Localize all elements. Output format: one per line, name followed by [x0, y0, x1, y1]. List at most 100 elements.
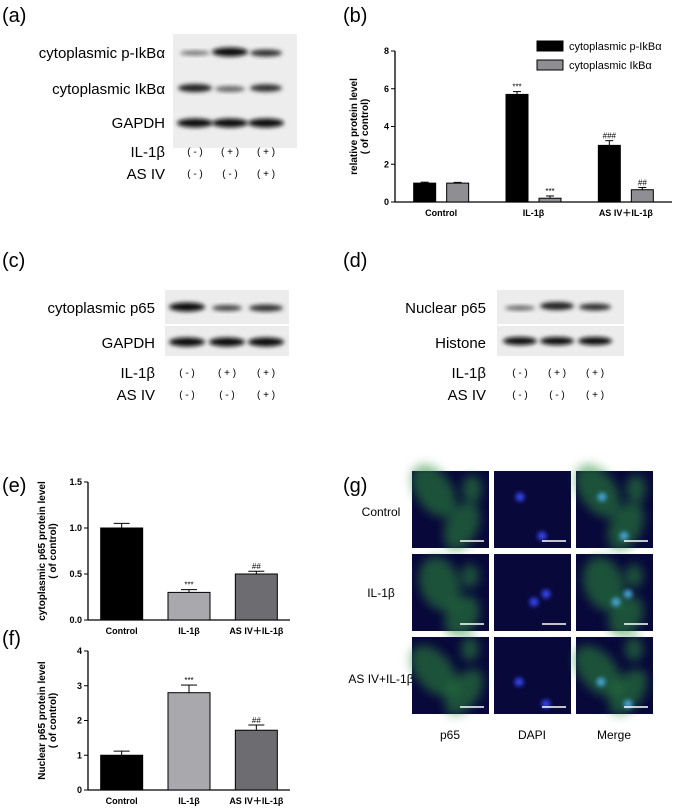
fluorescent-cell [608, 669, 648, 715]
panel-label-a: (a) [2, 5, 26, 27]
fluorescent-cell [626, 475, 646, 503]
nucleus [597, 492, 607, 502]
blot-d-condition: ( - ) [549, 390, 565, 401]
significance-mark: ### [603, 132, 617, 141]
nucleus [611, 597, 621, 607]
y-tick-label: 0 [384, 197, 389, 207]
bar [234, 729, 278, 791]
nucleus [623, 589, 633, 599]
nucleus [596, 677, 606, 687]
panel-label-b: (b) [343, 5, 367, 27]
microscopy-tile [494, 471, 571, 548]
nucleus [619, 531, 629, 541]
blot-band [212, 305, 242, 311]
blot-c-treatment-label: IL-1β [121, 365, 156, 382]
blot-band [503, 337, 537, 345]
blot-band [169, 302, 205, 312]
y-tick-label: 4 [77, 646, 82, 656]
y-tick-label: 2 [384, 159, 389, 169]
chart-b: 0 2 4 6 8 relative protein level( of control)… [349, 40, 672, 218]
blot-c-treatment-label: AS IV [117, 387, 155, 404]
blot-band [579, 303, 611, 311]
blot-d-treatment-label: IL-1β [452, 365, 487, 382]
y-axis-title: ( of control) [360, 99, 371, 155]
bar [234, 573, 278, 621]
blot-c-condition: ( + ) [257, 390, 275, 401]
y-axis-title: cytoplasmic p65 protein level [37, 481, 48, 621]
bar [100, 754, 144, 791]
microscopy-col-label: DAPI [518, 728, 546, 742]
panel-label-g: (g) [343, 475, 367, 497]
blot-band [215, 86, 245, 92]
blot-band [212, 47, 248, 57]
fluorescent-cell [462, 475, 482, 503]
blot-c-condition: ( - ) [179, 390, 195, 401]
bar [630, 189, 654, 203]
blot-c-row-label: cytoplasmic p65 [47, 300, 155, 317]
x-category-label: IL-1β [523, 208, 545, 218]
blot-a-treatment-label: AS IV [127, 166, 165, 183]
blot-a-condition: ( + ) [257, 169, 275, 180]
blot-band [169, 337, 205, 347]
nucleus [529, 597, 539, 607]
fluorescent-cell [575, 464, 621, 518]
panel-label-d: (d) [343, 250, 367, 272]
blot-d-condition: ( + ) [586, 368, 604, 379]
x-category-label: AS IV＋IL-1β [599, 208, 654, 218]
blot-a-condition: ( - ) [187, 147, 203, 158]
blot-band [209, 337, 245, 347]
blot-a-row-label: GAPDH [112, 115, 165, 132]
blot-band [540, 337, 574, 345]
nucleus [541, 589, 551, 599]
blot-d-treatment-label: AS IV [448, 387, 486, 404]
microscopy-col-label: Merge [597, 728, 631, 742]
fluorescent-cell [411, 464, 457, 518]
legend-swatch [536, 59, 564, 71]
y-axis-title: ( of control) [48, 523, 59, 579]
blot-a-row-label: cytoplasmic IkBα [52, 81, 165, 98]
microscopy-tile [494, 554, 571, 631]
blot-band [177, 118, 213, 128]
y-tick-label: 1 [77, 750, 82, 760]
blot-d-condition: ( + ) [586, 390, 604, 401]
fluorescent-cell [625, 564, 643, 588]
bar [413, 182, 437, 203]
x-category-label: Control [425, 208, 457, 218]
bar [538, 197, 562, 203]
blot-a-treatment-label: IL-1β [131, 144, 166, 161]
fluorescent-cell [607, 501, 645, 551]
blot-a-condition: ( - ) [222, 169, 238, 180]
fluorescent-cell [574, 645, 622, 697]
significance-mark: *** [184, 581, 193, 590]
y-tick-label: 2 [77, 716, 82, 726]
fluorescent-cell [410, 645, 458, 697]
blot-a-condition: ( + ) [221, 147, 239, 158]
significance-mark: *** [512, 83, 521, 92]
microscopy-col-label: p65 [440, 728, 460, 742]
blot-band [248, 118, 284, 128]
fluorescent-cell [443, 501, 481, 551]
y-tick-label: 8 [384, 46, 389, 56]
chart-f: 0 1 2 3 4 Nuclear p65 protein level( of contr… [37, 646, 290, 806]
blot-a-condition: ( + ) [257, 147, 275, 158]
x-category-label: AS IV＋IL-1β [229, 626, 284, 636]
microscopy-row-label: Control [362, 505, 401, 519]
panel-label-c: (c) [2, 250, 25, 272]
blot-band [250, 49, 282, 57]
blot-c-condition: ( - ) [179, 368, 195, 379]
blot-c-row-label: GAPDH [102, 335, 155, 352]
blot-c-condition: ( - ) [219, 390, 235, 401]
fluorescent-cell [461, 637, 479, 661]
fluorescent-cell [582, 556, 626, 612]
significance-mark: *** [545, 187, 554, 196]
y-tick-label: 1.5 [69, 477, 82, 487]
blot-d-condition: ( + ) [548, 368, 566, 379]
y-tick-label: 0.5 [69, 569, 82, 579]
chart-e: 0.0 0.5 1.0 1.5 cytoplasmic p65 protein leve… [37, 477, 290, 636]
microscopy-tile [494, 637, 571, 714]
nucleus [515, 492, 525, 502]
significance-mark: ## [252, 716, 261, 725]
microscopy-row-label: IL-1β [367, 586, 395, 600]
y-tick-label: 0.0 [69, 615, 82, 625]
x-category-label: Control [106, 626, 138, 636]
